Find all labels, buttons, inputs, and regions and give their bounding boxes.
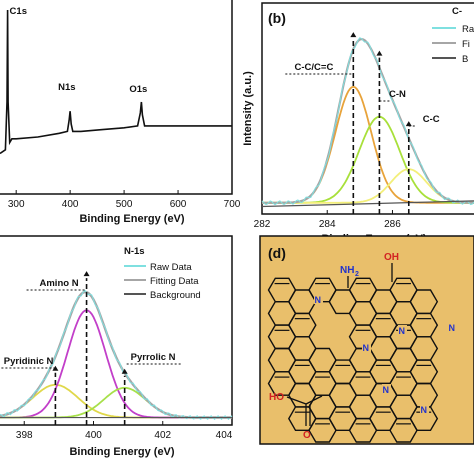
amino-group-label: NH: [340, 265, 354, 276]
x-tick-label: 404: [216, 430, 233, 441]
x-tick-label: 282: [254, 219, 271, 230]
nitrogen-atom-label: N: [363, 343, 370, 353]
x-tick-label: 398: [16, 430, 33, 441]
nitrogen-atom-bg: [382, 384, 391, 394]
x-tick-label: 284: [319, 219, 336, 230]
nitrogen-atom-label: N: [421, 405, 428, 415]
x-tick-label: 286: [384, 219, 401, 230]
background-line: [261, 200, 474, 208]
nitrogen-atom-label: N: [449, 323, 456, 333]
nitrogen-atom-label: N: [383, 385, 390, 395]
x-axis-title: Binding Energy (eV): [79, 213, 184, 225]
hydroxyl-group-label: OH: [384, 252, 399, 263]
component-peak-line: [262, 168, 474, 204]
carbon-ring: [308, 417, 337, 443]
fitting-line: [262, 37, 474, 204]
x-tick-label: 402: [154, 430, 171, 441]
peak-label: O1s: [129, 84, 147, 95]
nitrogen-atom-bg: [420, 404, 429, 414]
raw-data-line: [261, 37, 474, 206]
nitrogen-atom-bg: [314, 294, 323, 304]
legend-entry: Background: [150, 290, 201, 301]
panel-b-frame: [261, 2, 474, 215]
nitrogen-atom-label: N: [315, 295, 322, 305]
nitrogen-atom-label: N: [399, 326, 406, 336]
peak-label: Amino N: [40, 278, 79, 289]
legend-entry: Fitting Data: [150, 276, 199, 287]
fitting-line: [0, 290, 232, 419]
nitrogen-atom-bg: [398, 325, 407, 335]
x-tick-label: 400: [62, 199, 79, 210]
panel-a: 300 400 500 600 700 C1s N1s O1s Binding Energy (…: [0, 0, 241, 225]
legend-entry: Ra: [462, 24, 474, 35]
panel-a-frame: [0, 0, 233, 195]
peak-label: C1s: [10, 6, 27, 17]
legend-entry: Fi: [462, 39, 470, 50]
nitrogen-atom-bg: [448, 322, 457, 332]
raw-data-line: [0, 289, 233, 421]
survey-line: [0, 9, 232, 155]
y-axis-title: Intensity (a.u.): [242, 71, 254, 146]
peak-label: C-N: [389, 89, 406, 100]
carboxyl-bonds: [286, 395, 323, 426]
peak-label: Pyridinic N: [4, 356, 54, 367]
x-tick-label: 500: [116, 199, 133, 210]
peak-marker-arrow: [376, 50, 383, 56]
peak-marker-arrow: [121, 368, 128, 374]
amino-group-subscript: 2: [355, 271, 359, 278]
component-peak-line: [262, 85, 474, 204]
peak-label: N1s: [58, 82, 75, 93]
peak-label: Pyrrolic N: [131, 352, 176, 363]
panel-d-frame: [259, 235, 474, 445]
peak-marker-arrow: [83, 271, 90, 277]
nitrogen-atom-bg: [362, 342, 371, 352]
panel-c-title: N-1s: [124, 246, 145, 257]
carboxyl-o-label: O: [303, 430, 311, 441]
peak-label: C-C: [423, 114, 440, 125]
x-tick-label: 600: [170, 199, 187, 210]
carbon-ring: [348, 417, 378, 443]
peak-marker-arrow: [405, 121, 412, 127]
peak-marker-arrow: [350, 32, 357, 38]
carboxyl-oh-label: HO: [269, 392, 284, 403]
graphene-molecule-structure: NH 2 OH HO O N N N N N N: [267, 252, 457, 443]
x-tick-label: 300: [8, 199, 25, 210]
component-peak-line: [262, 115, 474, 204]
panel-c: Pyridinic N Amino N Pyrrolic N 398 400 402 404…: [0, 235, 233, 458]
panel-d-label: (d): [268, 245, 286, 261]
x-tick-label: 700: [224, 199, 241, 210]
legend-entry: B: [462, 54, 468, 65]
carbon-ring: [389, 417, 418, 443]
x-tick-label: 400: [85, 430, 102, 441]
legend-entry: Raw Data: [150, 262, 192, 273]
legend-title: C-: [452, 6, 462, 17]
x-axis-title: Binding Energy (eV): [69, 446, 174, 458]
peak-label: C-C/C=C: [295, 62, 334, 73]
panel-c-frame: [0, 235, 233, 426]
panel-d: (d) NH 2 OH HO O N N N N N N: [259, 235, 474, 445]
panel-b-label: (b): [268, 10, 286, 26]
